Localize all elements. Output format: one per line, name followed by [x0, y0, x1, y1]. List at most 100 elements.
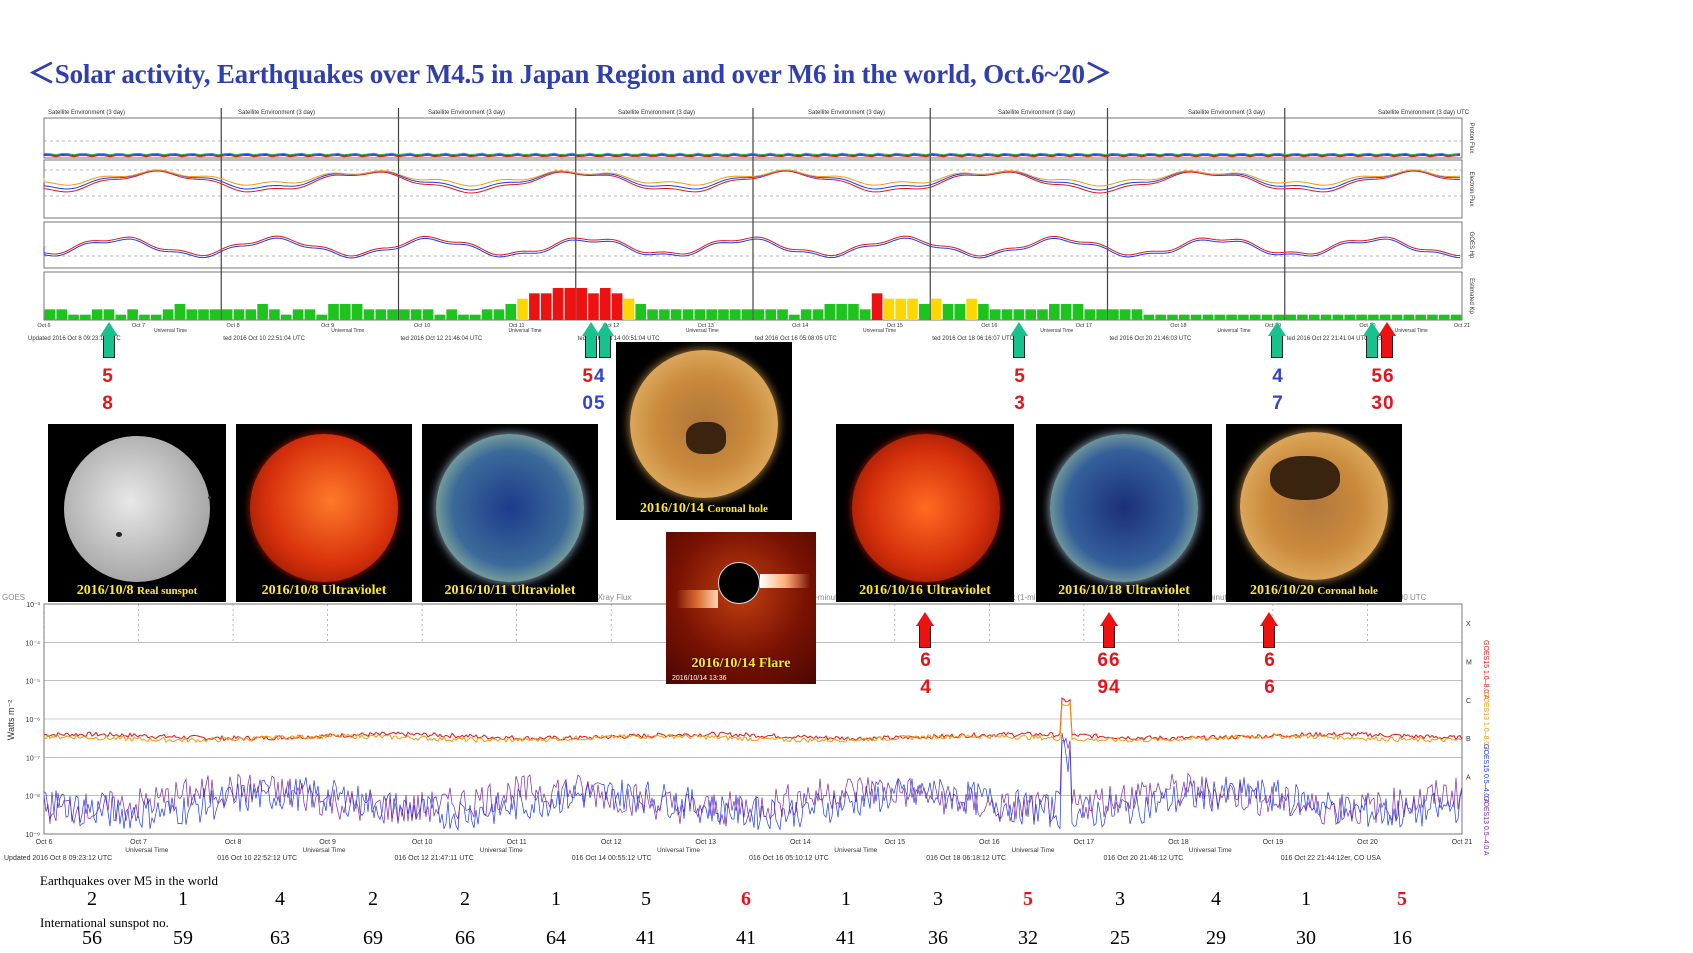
xray-series-line [43, 701, 1463, 744]
kp-bar [611, 293, 623, 320]
kp-bar [245, 309, 257, 320]
kp-bar [375, 309, 387, 320]
axis-label: Universal Time [154, 328, 187, 334]
updated-label: ted 2016 Oct 12 21:46:04 UTC [401, 336, 483, 342]
sun-disk-white [64, 436, 210, 582]
arrow-head [1378, 322, 1396, 336]
x-tick-label: Oct 13 [695, 839, 716, 846]
kp-bar [588, 293, 599, 320]
kp-bar [1308, 314, 1320, 320]
xray-header-label: GOES [2, 593, 25, 602]
kp-bar [316, 314, 327, 320]
earthquake-count-cell: 2 [460, 888, 470, 910]
kp-bar [765, 309, 777, 320]
kp-bar [68, 314, 79, 320]
y-tick-label: 10⁻⁵ [26, 679, 40, 686]
panel-header-label: Satellite Environment (3 day) UTC [1378, 110, 1470, 116]
kp-bar [1285, 314, 1296, 320]
earthquake-count-cell: 2 [87, 888, 97, 910]
updated-label: 016 Oct 22 21:44:12er, CO USA [1281, 855, 1381, 862]
goes-hp-line [43, 237, 1461, 259]
sunspot-number-cell: 41 [736, 927, 756, 949]
photo-uv-oct16: 2016/10/16 Ultraviolet [836, 424, 1014, 602]
kp-bar [1427, 314, 1438, 320]
kp-bar [919, 304, 930, 320]
x-tick-label: Oct 6 [36, 839, 53, 846]
updated-label: ted 2016 Oct 10 22:51:04 UTC [223, 336, 305, 342]
date-tick-label: Oct 14 [792, 323, 808, 329]
axis-label: Universal Time [1040, 328, 1073, 334]
xray-series-line [43, 740, 1463, 831]
axis-label: Universal Time [1012, 847, 1055, 854]
flare-streak [676, 590, 718, 608]
panel-header-label: Satellite Environment (3 day) [428, 110, 505, 116]
arrow-head [582, 322, 600, 336]
kp-bar [410, 309, 422, 320]
kp-bar [198, 309, 209, 320]
date-tick-label: Oct 10 [414, 323, 430, 329]
updated-label: 016 Oct 14 00:55:12 UTC [572, 855, 652, 862]
flare-class-label: X [1466, 621, 1471, 628]
earthquake-row-label: Earthquakes over M5 in the world [40, 873, 218, 888]
kp-bar [623, 298, 635, 320]
legend-entry: GOES15 0.5–4.0 A [1482, 744, 1489, 804]
goes-hp-line [43, 235, 1461, 257]
date-tick-label: Oct 16 [981, 323, 997, 329]
world-quake-arrow-icon [1100, 612, 1118, 648]
flare-class-label: C [1466, 698, 1471, 705]
earthquake-count-cell: 3 [1115, 888, 1125, 910]
sunspot-number-cell: 30 [1296, 927, 1316, 949]
panel-header-label: Satellite Environment (3 day) [808, 110, 885, 116]
kp-bar [269, 309, 280, 320]
kp-bar [304, 309, 316, 320]
kp-bar [280, 314, 292, 320]
y-tick-label: 10⁻⁹ [26, 832, 40, 839]
kp-bar [1167, 314, 1178, 320]
japan-quake-arrow-icon [1010, 322, 1028, 358]
kp-bar [647, 309, 658, 320]
arrow-shaft [1103, 626, 1115, 648]
kp-bar [729, 309, 741, 320]
kp-bar [150, 314, 162, 320]
kp-bar [670, 309, 682, 320]
kp-bar [1297, 314, 1308, 320]
kp-bar [552, 288, 564, 320]
kp-bar [1249, 314, 1261, 320]
kp-bar [233, 309, 245, 320]
kp-bar [1403, 314, 1415, 320]
kp-bar [493, 309, 505, 320]
subpanel-frame [43, 117, 1463, 159]
japan-quake-arrow-icon [1268, 322, 1286, 358]
kp-bar [1273, 314, 1285, 320]
xray-series-line [43, 732, 1463, 827]
panel-header-label: Satellite Environment (3 day) [998, 110, 1075, 116]
axis-label: Universal Time [657, 847, 700, 854]
kp-bar [1096, 309, 1107, 320]
japan-quake-arrow-icon [596, 322, 614, 358]
kp-bar [1320, 314, 1332, 320]
flare-class-label: B [1466, 736, 1471, 743]
kp-bar [706, 309, 717, 320]
earthquake-count-cell: 1 [551, 888, 561, 910]
arrow-shaft [103, 336, 115, 358]
axis-label: Universal Time [834, 847, 877, 854]
photo-caption: 2016/10/8 Ultraviolet [261, 583, 387, 598]
kp-bar [529, 293, 540, 320]
flare-streak [760, 574, 810, 588]
photo-sunspot-oct8: 2016/10/8 Real sunspot [48, 424, 226, 602]
subpanel-frame [43, 221, 1463, 269]
kp-bar [517, 298, 528, 320]
y-axis-label: Watts m⁻² [6, 700, 16, 740]
coronal-hole-shape [1270, 456, 1340, 500]
kp-bar [812, 309, 824, 320]
kp-bar [1049, 304, 1060, 320]
kp-bar [292, 309, 304, 320]
kp-bar [777, 309, 788, 320]
photo-caption: 2016/10/14 Coronal hole [640, 501, 768, 516]
x-tick-label: Oct 7 [130, 839, 147, 846]
kp-bar [1025, 309, 1036, 320]
kp-bar [1356, 314, 1367, 320]
